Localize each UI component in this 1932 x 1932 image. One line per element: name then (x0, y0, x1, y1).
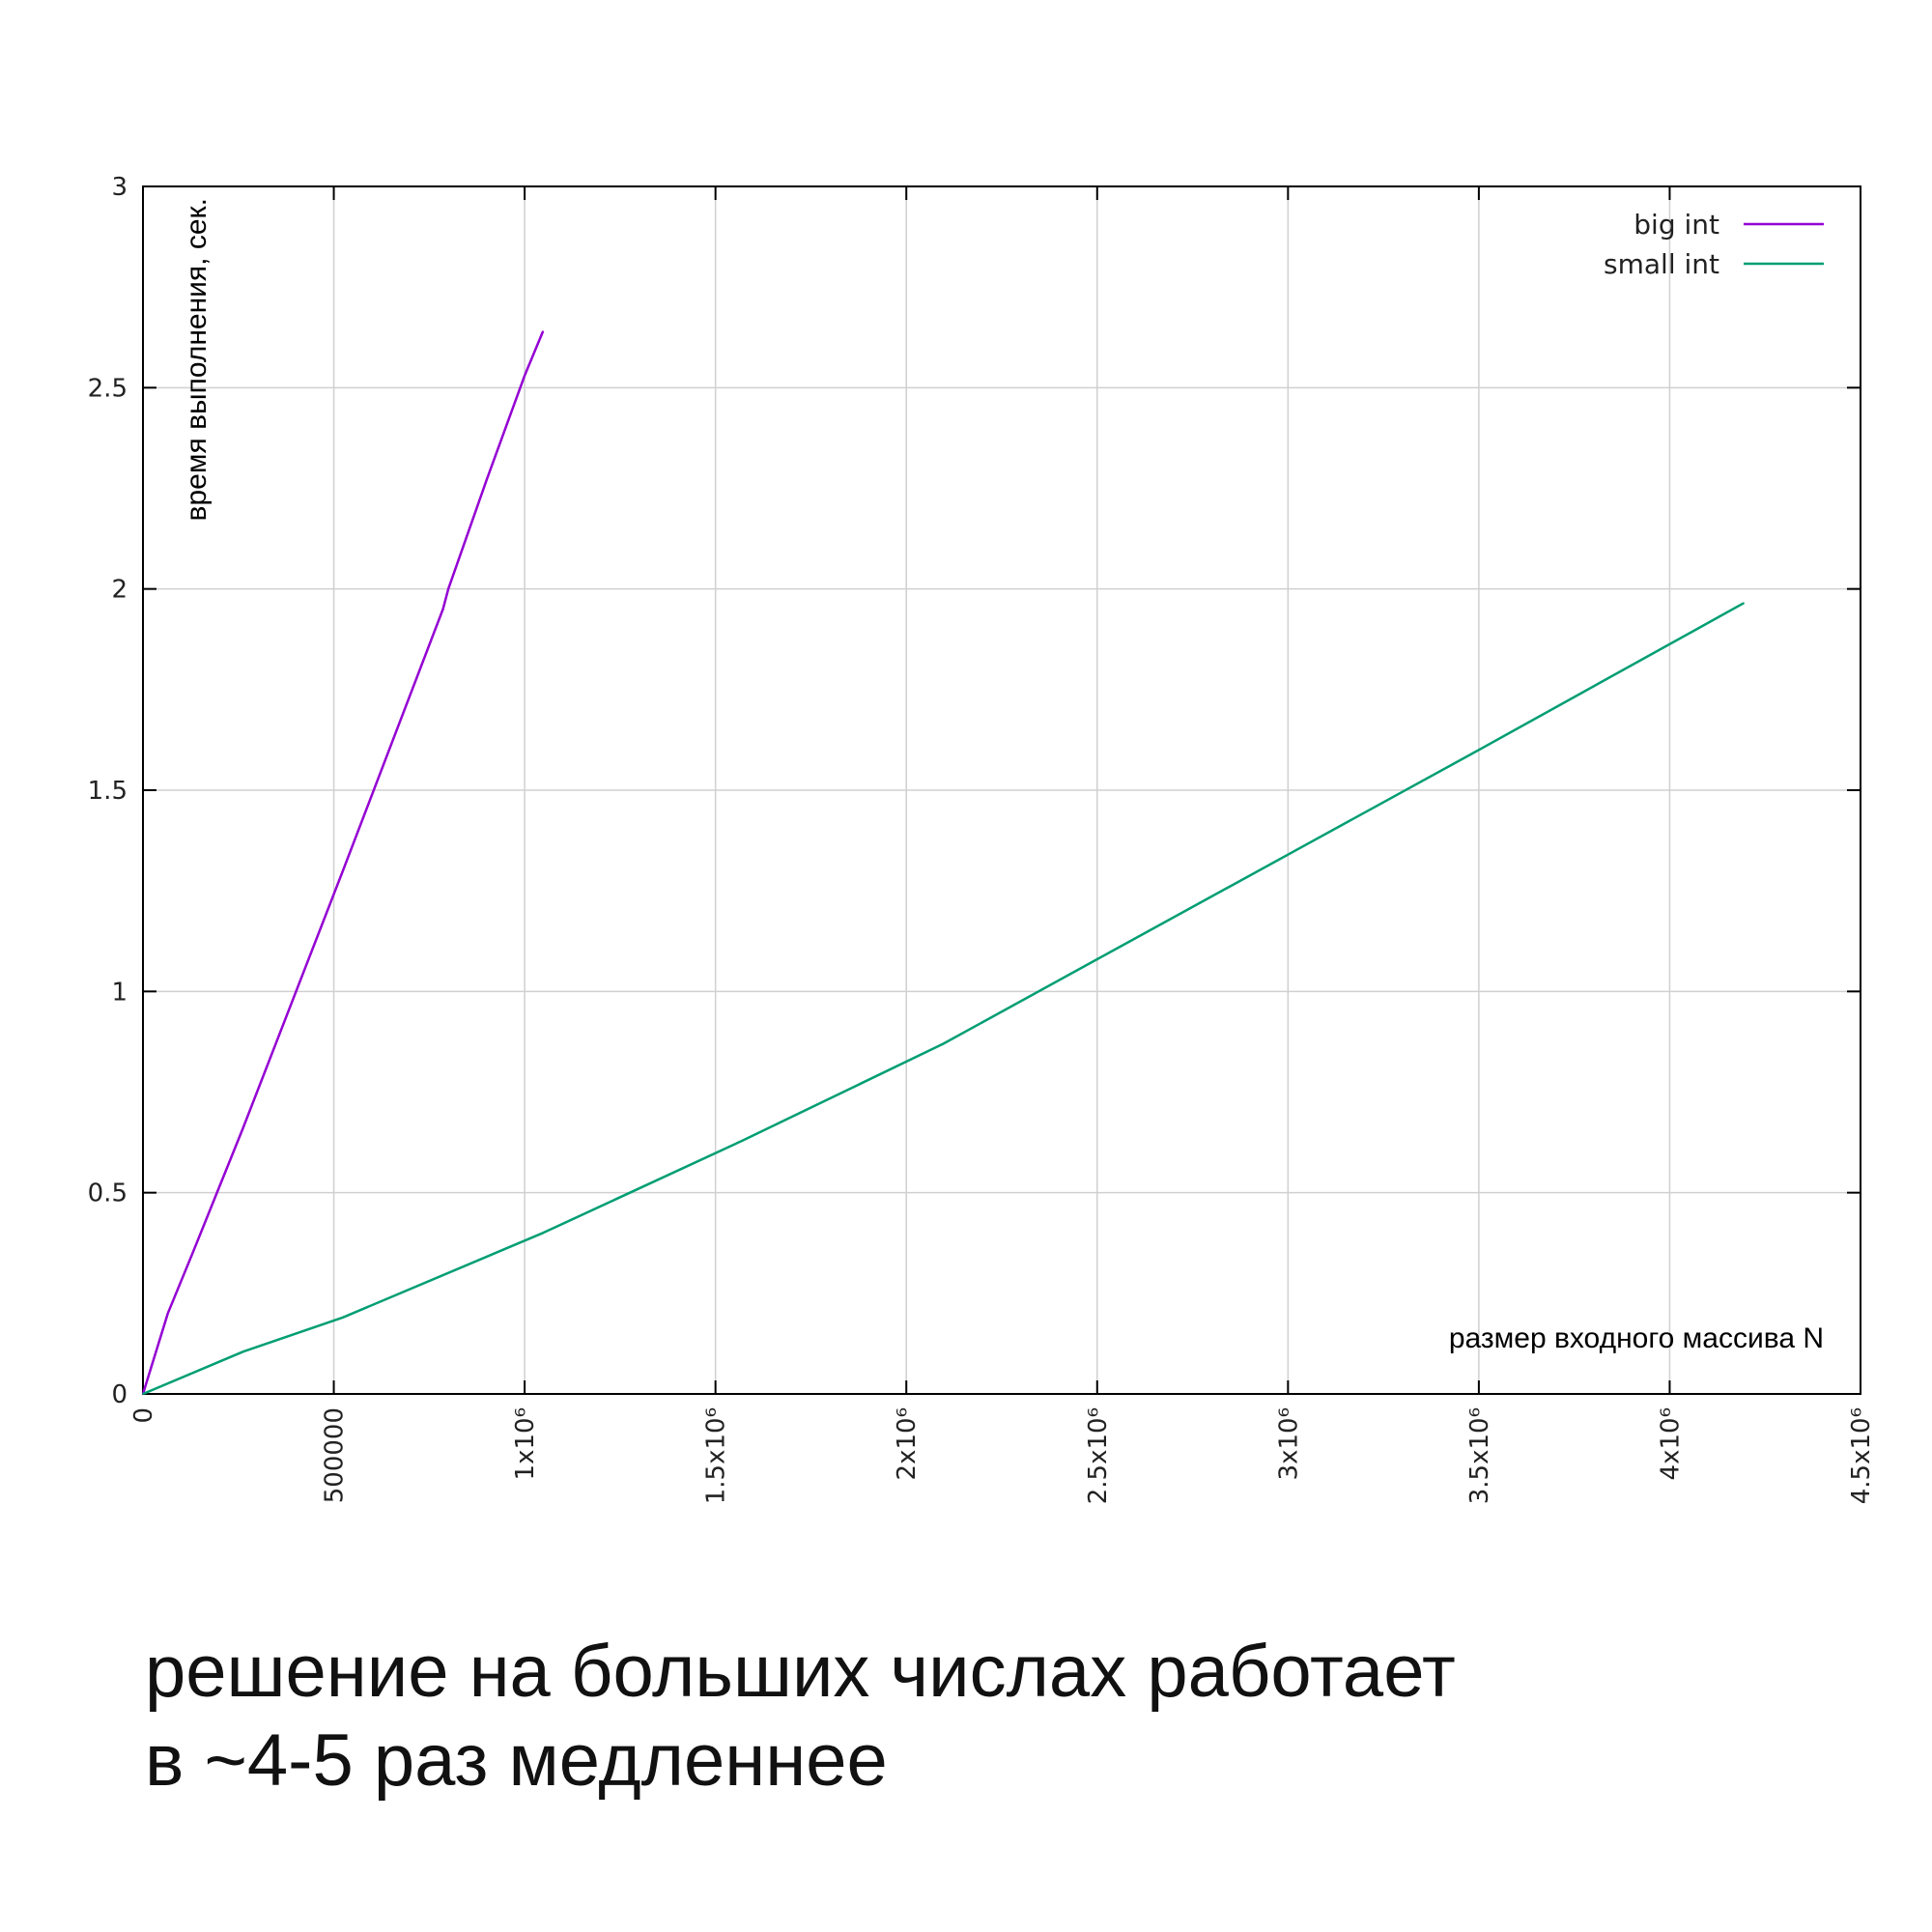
data-point-big-int (242, 1127, 244, 1129)
series-line-big-int (141, 330, 545, 1395)
y-tick-label: 0 (111, 1380, 128, 1409)
data-point-big-int (485, 479, 488, 481)
y-tick-label: 0.5 (88, 1179, 128, 1208)
y-tick-label: 1.5 (88, 777, 128, 806)
data-point-big-int (524, 375, 526, 377)
data-point-big-int (447, 587, 449, 590)
series-line-small-int (142, 602, 1745, 1396)
data-point-big-int (342, 869, 344, 872)
x-tick-label: 1x10⁶ (511, 1407, 540, 1480)
grid (143, 186, 1861, 1394)
caption: решение на больших числах работает в ~4-… (145, 1628, 1787, 1805)
data-point-small-int (742, 1139, 744, 1142)
x-tick-label: 1.5x10⁶ (702, 1407, 731, 1504)
data-point-small-int (1478, 749, 1480, 752)
data-point-small-int (242, 1350, 244, 1353)
x-tick-label: 4.5x10⁶ (1847, 1407, 1876, 1504)
data-point-small-int (142, 1393, 144, 1395)
legend-label-small-int: small int (1604, 248, 1719, 280)
data-point-big-int (542, 330, 544, 332)
series-lines (141, 330, 1745, 1396)
y-tick-label: 2 (111, 576, 128, 605)
y-tick-label: 2.5 (88, 374, 128, 403)
axis-ticks: 0 0.5 1 1.5 2 2.5 3 0 500000 1x10⁶ 1.5x10⁶ 2x10⁶ 2.5… (88, 173, 1876, 1504)
data-point-big-int (166, 1312, 169, 1315)
line-chart: 0 0.5 1 1.5 2 2.5 3 0 500000 1x10⁶ 1.5x10⁶ 2x10⁶ 2.5… (88, 173, 1876, 1504)
data-point-small-int (942, 1042, 945, 1045)
legend-label-big-int: big int (1634, 209, 1719, 241)
x-tick-label: 0 (129, 1407, 158, 1424)
data-point-small-int (542, 1232, 544, 1235)
caption-line-2: в ~4-5 раз медленнее (145, 1719, 888, 1802)
y-axis-title: время выполнения, сек. (181, 198, 213, 521)
x-tick-label: 500000 (321, 1407, 350, 1503)
legend: big int small int (1604, 209, 1824, 280)
x-tick-label: 3.5x10⁶ (1465, 1407, 1494, 1504)
x-tick-label: 2.5x10⁶ (1084, 1407, 1113, 1504)
data-point-small-int (1095, 958, 1098, 960)
x-tick-label: 4x10⁶ (1656, 1407, 1685, 1480)
data-point-small-int (1287, 853, 1290, 856)
data-point-small-int (1743, 602, 1745, 605)
caption-line-1: решение на больших числах работает (145, 1631, 1456, 1713)
data-point-big-int (191, 1252, 194, 1254)
y-tick-label: 3 (111, 173, 128, 202)
x-tick-label: 2x10⁶ (893, 1407, 922, 1480)
y-tick-label: 1 (111, 978, 128, 1007)
data-point-big-int (441, 608, 444, 611)
x-axis-title: размер входного массива N (1449, 1322, 1824, 1354)
x-tick-label: 3x10⁶ (1274, 1407, 1303, 1480)
data-point-small-int (342, 1317, 344, 1319)
